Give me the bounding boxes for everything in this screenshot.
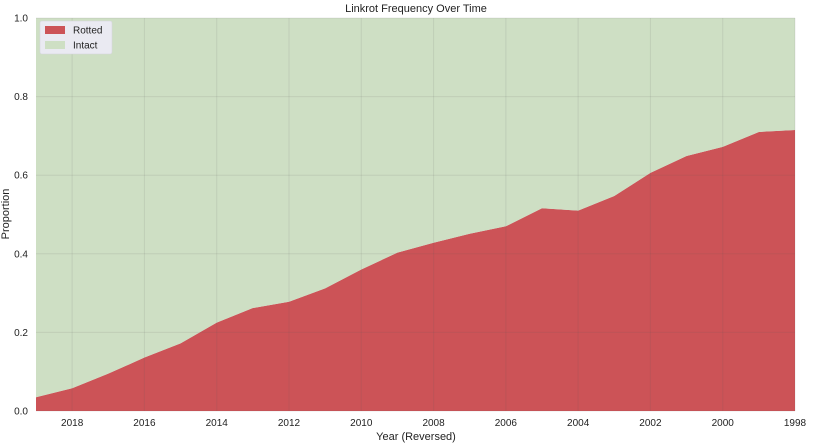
chart-title: Linkrot Frequency Over Time (345, 3, 487, 15)
x-tick-label: 2018 (61, 418, 84, 429)
y-tick-label: 0.4 (14, 249, 28, 260)
x-tick-label: 2010 (350, 418, 373, 429)
x-tick-label: 2006 (495, 418, 518, 429)
area-intact (36, 18, 795, 398)
x-tick-label: 2002 (639, 418, 662, 429)
legend-label-intact: Intact (73, 41, 98, 52)
y-tick-label: 0.6 (14, 171, 28, 182)
stacked-areas (36, 18, 795, 411)
y-tick-label: 1.0 (14, 14, 28, 25)
x-tick-label: 2016 (133, 418, 156, 429)
y-tick-label: 0.0 (14, 407, 28, 418)
x-tick-label: 2012 (278, 418, 301, 429)
legend-label-rotted: Rotted (73, 26, 102, 37)
x-tick-label: 2008 (422, 418, 445, 429)
grid-lines (36, 17, 796, 412)
x-tick-label: 2014 (206, 418, 229, 429)
x-tick-label: 2000 (712, 418, 735, 429)
area-rotted (36, 130, 795, 411)
legend-swatch-intact (45, 41, 65, 49)
x-tick-label: 2004 (567, 418, 590, 429)
y-tick-label: 0.2 (14, 328, 28, 339)
y-axis-ticks: 0.0 0.2 0.4 0.6 0.8 1.0 (14, 14, 28, 418)
legend-swatch-rotted (45, 26, 65, 34)
legend: Rotted Intact (39, 20, 113, 55)
y-axis-label: Proportion (0, 189, 12, 240)
x-axis-label: Year (Reversed) (376, 431, 456, 443)
x-axis-ticks: 2018 2016 2014 2012 2010 2008 2006 2004 2002 2000… (61, 418, 807, 429)
x-tick-label: 1998 (784, 418, 807, 429)
y-tick-label: 0.8 (14, 92, 28, 103)
